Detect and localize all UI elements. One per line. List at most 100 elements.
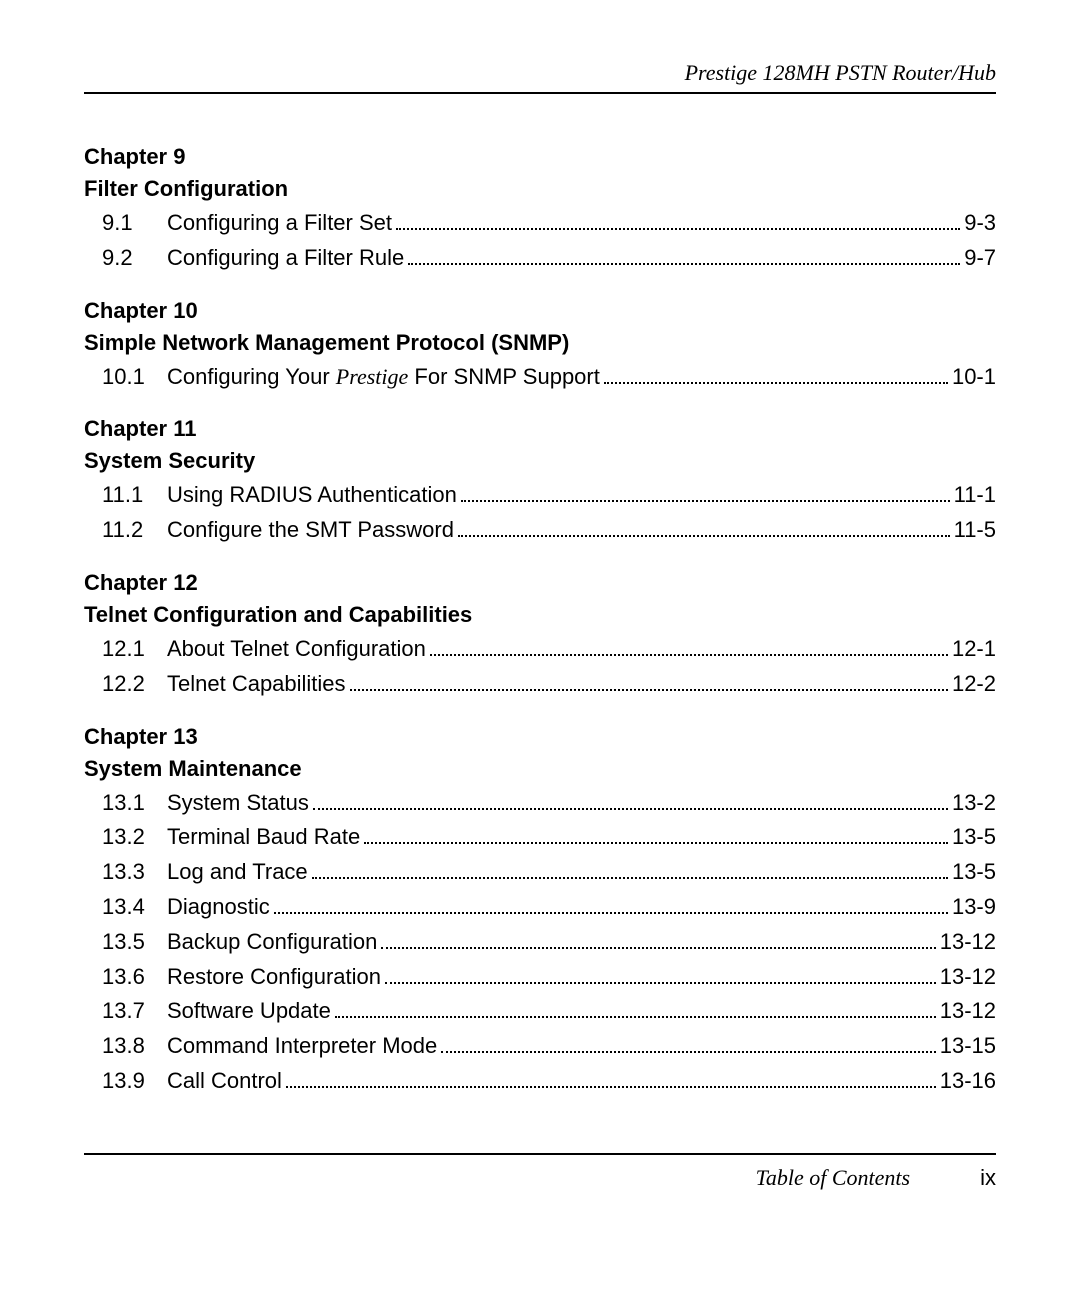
toc-chapter: Chapter 13 System Maintenance 13.1 Syste… xyxy=(84,724,996,1097)
entry-number: 13.9 xyxy=(102,1066,167,1097)
toc-entry: 9.1 Configuring a Filter Set 9-3 xyxy=(84,208,996,239)
chapter-title: Simple Network Management Protocol (SNMP… xyxy=(84,330,996,356)
entry-title: Configure the SMT Password xyxy=(167,515,454,546)
chapter-label: Chapter 12 xyxy=(84,570,996,596)
entry-number: 12.1 xyxy=(102,634,167,665)
entry-title-italic: Prestige xyxy=(336,364,409,389)
entry-title: Call Control xyxy=(167,1066,282,1097)
entry-page: 12-2 xyxy=(952,669,996,700)
entry-title: Software Update xyxy=(167,996,331,1027)
toc-entry: 12.2 Telnet Capabilities 12-2 xyxy=(84,669,996,700)
entry-page: 13-2 xyxy=(952,788,996,819)
entry-number: 10.1 xyxy=(102,362,167,393)
entry-number: 13.8 xyxy=(102,1031,167,1062)
toc-chapter: Chapter 10 Simple Network Management Pro… xyxy=(84,298,996,393)
entry-page: 13-15 xyxy=(940,1031,996,1062)
dot-leader xyxy=(350,671,948,691)
dot-leader xyxy=(408,245,960,265)
chapter-label: Chapter 9 xyxy=(84,144,996,170)
dot-leader xyxy=(385,964,936,984)
dot-leader xyxy=(461,483,950,503)
entry-title: Using RADIUS Authentication xyxy=(167,480,457,511)
entry-number: 11.1 xyxy=(102,480,167,511)
toc-entry: 10.1 Configuring Your Prestige For SNMP … xyxy=(84,362,996,393)
entry-number: 13.5 xyxy=(102,927,167,958)
entry-title: Log and Trace xyxy=(167,857,308,888)
dot-leader xyxy=(364,825,948,845)
entry-title: Terminal Baud Rate xyxy=(167,822,360,853)
page-header: Prestige 128MH PSTN Router/Hub xyxy=(84,60,996,94)
chapter-label: Chapter 13 xyxy=(84,724,996,750)
entry-page: 11-1 xyxy=(954,480,996,511)
dot-leader xyxy=(274,894,948,914)
toc-entry: 13.2 Terminal Baud Rate 13-5 xyxy=(84,822,996,853)
document-page: Prestige 128MH PSTN Router/Hub Chapter 9… xyxy=(0,0,1080,1311)
entry-title: Configuring a Filter Rule xyxy=(167,243,404,274)
entry-title-pre: Configuring Your xyxy=(167,364,336,389)
entry-page: 13-5 xyxy=(952,857,996,888)
toc-entry: 11.2 Configure the SMT Password 11-5 xyxy=(84,515,996,546)
entry-number: 13.2 xyxy=(102,822,167,853)
toc-entry: 12.1 About Telnet Configuration 12-1 xyxy=(84,634,996,665)
chapter-title: Telnet Configuration and Capabilities xyxy=(84,602,996,628)
entry-page: 13-9 xyxy=(952,892,996,923)
toc-entry: 13.4 Diagnostic 13-9 xyxy=(84,892,996,923)
page-footer: Table of Contents ix xyxy=(84,1153,996,1191)
chapter-title: Filter Configuration xyxy=(84,176,996,202)
entry-title: System Status xyxy=(167,788,309,819)
entry-number: 13.3 xyxy=(102,857,167,888)
entry-number: 9.1 xyxy=(102,208,167,239)
toc-chapter: Chapter 11 System Security 11.1 Using RA… xyxy=(84,416,996,546)
entry-page: 9-7 xyxy=(964,243,996,274)
entry-number: 13.4 xyxy=(102,892,167,923)
entry-number: 13.1 xyxy=(102,788,167,819)
entry-number: 9.2 xyxy=(102,243,167,274)
entry-page: 12-1 xyxy=(952,634,996,665)
entry-page: 11-5 xyxy=(954,515,996,546)
toc-entry: 13.7 Software Update 13-12 xyxy=(84,996,996,1027)
toc-entry: 13.5 Backup Configuration 13-12 xyxy=(84,927,996,958)
entry-number: 13.6 xyxy=(102,962,167,993)
entry-page: 13-12 xyxy=(940,996,996,1027)
toc-entry: 13.3 Log and Trace 13-5 xyxy=(84,857,996,888)
entry-title: Configuring a Filter Set xyxy=(167,208,392,239)
entry-title: Command Interpreter Mode xyxy=(167,1031,437,1062)
entry-number: 11.2 xyxy=(102,515,167,546)
entry-title: Backup Configuration xyxy=(167,927,377,958)
footer-page-number: ix xyxy=(980,1165,996,1191)
dot-leader xyxy=(458,518,950,538)
toc-entry: 9.2 Configuring a Filter Rule 9-7 xyxy=(84,243,996,274)
entry-title: Diagnostic xyxy=(167,892,270,923)
entry-title: Restore Configuration xyxy=(167,962,381,993)
dot-leader xyxy=(604,364,948,384)
toc-entry: 11.1 Using RADIUS Authentication 11-1 xyxy=(84,480,996,511)
entry-title: Telnet Capabilities xyxy=(167,669,346,700)
entry-page: 13-12 xyxy=(940,962,996,993)
dot-leader xyxy=(396,210,960,230)
footer-title: Table of Contents xyxy=(756,1165,910,1191)
toc-entry: 13.6 Restore Configuration 13-12 xyxy=(84,962,996,993)
entry-page: 9-3 xyxy=(964,208,996,239)
toc-entry: 13.1 System Status 13-2 xyxy=(84,788,996,819)
entry-number: 13.7 xyxy=(102,996,167,1027)
entry-title: Configuring Your Prestige For SNMP Suppo… xyxy=(167,362,600,393)
dot-leader xyxy=(381,929,935,949)
entry-title: About Telnet Configuration xyxy=(167,634,426,665)
entry-page: 13-5 xyxy=(952,822,996,853)
dot-leader xyxy=(335,999,936,1019)
dot-leader xyxy=(441,1034,935,1054)
toc-chapter: Chapter 12 Telnet Configuration and Capa… xyxy=(84,570,996,700)
chapter-label: Chapter 10 xyxy=(84,298,996,324)
toc-chapter: Chapter 9 Filter Configuration 9.1 Confi… xyxy=(84,144,996,274)
entry-title-post: For SNMP Support xyxy=(408,364,600,389)
dot-leader xyxy=(313,790,948,810)
chapter-title: System Security xyxy=(84,448,996,474)
entry-page: 13-16 xyxy=(940,1066,996,1097)
dot-leader xyxy=(312,860,948,880)
dot-leader xyxy=(430,636,948,656)
chapter-label: Chapter 11 xyxy=(84,416,996,442)
entry-number: 12.2 xyxy=(102,669,167,700)
entry-page: 10-1 xyxy=(952,362,996,393)
dot-leader xyxy=(286,1068,936,1088)
entry-page: 13-12 xyxy=(940,927,996,958)
